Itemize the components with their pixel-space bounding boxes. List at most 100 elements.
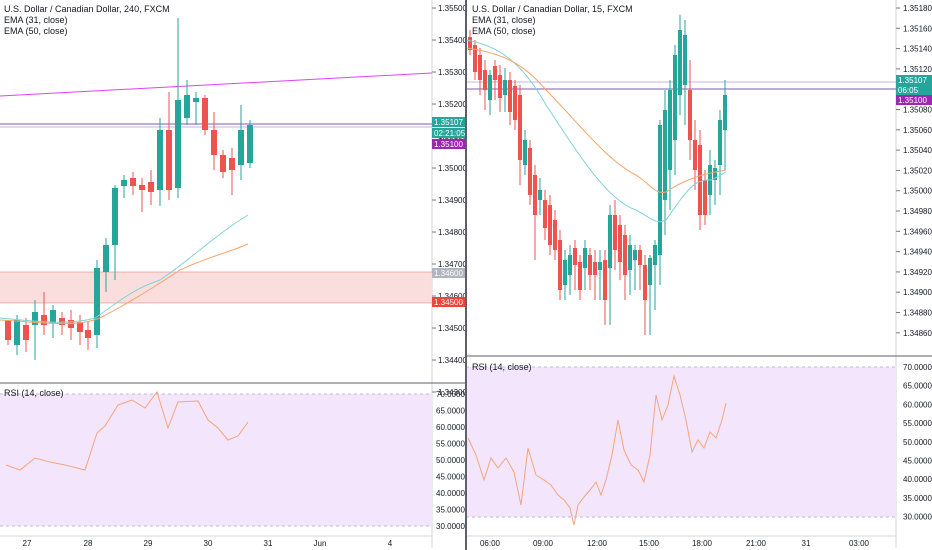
left-candle[interactable] [85,330,91,338]
right-candle[interactable] [478,55,482,80]
left-chart-canvas[interactable]: 1.35500 1.35400 1.35300 1.35200 1.35100 1.350… [0,0,466,550]
left-candle[interactable] [94,268,100,335]
right-candle[interactable] [648,258,652,285]
left-candle[interactable] [41,315,47,325]
left-symbol-title[interactable]: U.S. Dollar / Canadian Dollar, 240, FXCM [4,4,170,14]
left-candle[interactable] [157,130,163,190]
right-candle[interactable] [538,190,542,200]
left-rsi-line[interactable] [5,390,249,471]
right-candle[interactable] [643,265,647,300]
left-candle[interactable] [50,310,56,323]
right-candle[interactable] [623,235,627,275]
left-candle[interactable] [23,325,29,340]
right-candle[interactable] [493,66,497,80]
right-candle[interactable] [658,125,662,255]
right-candle[interactable] [513,86,517,120]
left-candle[interactable] [247,125,253,163]
right-candle[interactable] [688,90,692,140]
right-candle[interactable] [573,248,577,265]
right-candle[interactable] [638,250,642,265]
left-support-zone[interactable] [0,272,432,303]
right-chart-canvas[interactable]: 1.351801.351601.351401.351201.351001.350… [466,0,932,550]
right-candle[interactable] [483,70,487,90]
left-candle[interactable] [59,318,65,325]
left-candle[interactable] [77,322,83,332]
pane-divider[interactable] [465,0,467,550]
right-candle[interactable] [588,255,592,275]
right-candle[interactable] [668,90,672,170]
right-ema50-label[interactable]: EMA (50, close) [472,26,536,36]
right-ema31-line[interactable] [466,39,727,223]
left-candle[interactable] [112,188,118,245]
left-candle[interactable] [103,245,109,272]
left-candle[interactable] [32,312,38,325]
left-price-tick: 1.34600 [438,292,466,301]
left-ema50-line[interactable] [0,243,249,325]
right-candle[interactable] [583,248,587,268]
right-candle[interactable] [628,245,632,270]
left-candle[interactable] [175,100,181,188]
right-rsi-label[interactable]: RSI (14, close) [472,362,532,372]
right-candle[interactable] [723,95,727,130]
left-candle[interactable] [5,320,11,340]
right-candle[interactable] [718,120,722,165]
right-candle[interactable] [488,75,492,100]
left-ema50-label[interactable]: EMA (50, close) [4,26,68,36]
left-candle[interactable] [121,180,127,186]
right-candle[interactable] [508,80,512,112]
right-candle[interactable] [528,148,532,195]
right-candle[interactable] [533,175,537,215]
right-candle[interactable] [473,45,477,72]
left-candle[interactable] [184,95,190,118]
left-candle[interactable] [202,98,208,130]
right-candle[interactable] [613,215,617,250]
left-trendline[interactable] [0,72,433,97]
right-symbol-title[interactable]: U.S. Dollar / Canadian Dollar, 15, FXCM [472,4,633,14]
right-ema31-label[interactable]: EMA (31, close) [472,15,536,25]
right-candle[interactable] [563,260,567,285]
right-candle[interactable] [593,262,597,275]
left-candle[interactable] [14,320,20,345]
right-candle[interactable] [678,30,682,95]
right-candle[interactable] [568,255,572,275]
left-ema31-line[interactable] [0,214,249,323]
right-candle[interactable] [598,262,602,270]
right-candle[interactable] [608,215,612,268]
right-candle[interactable] [523,140,527,165]
right-candle[interactable] [663,110,667,200]
right-candle[interactable] [603,260,607,300]
right-candle[interactable] [698,145,702,215]
right-candle[interactable] [503,80,507,95]
left-candle[interactable] [166,130,172,190]
right-ema50-line[interactable] [466,47,727,194]
right-rsi-line[interactable] [467,374,727,526]
right-candle[interactable] [548,205,552,245]
right-candle[interactable] [518,95,522,160]
left-rsi-label[interactable]: RSI (14, close) [4,388,64,398]
right-candle[interactable] [553,220,557,250]
left-candle[interactable] [220,155,226,172]
left-ema31-label[interactable]: EMA (31, close) [4,15,68,25]
right-candle[interactable] [683,35,687,85]
right-candle[interactable] [673,55,677,140]
right-candle[interactable] [618,225,622,262]
left-candle[interactable] [211,130,217,155]
right-candle[interactable] [703,180,707,215]
left-candle[interactable] [238,130,244,165]
right-candle[interactable] [713,168,717,180]
right-candle[interactable] [633,250,637,260]
left-candle[interactable] [229,158,235,170]
right-candle[interactable] [653,245,657,265]
left-candle[interactable] [139,185,145,190]
left-candle[interactable] [193,98,199,102]
right-candle[interactable] [578,262,582,290]
right-candle[interactable] [693,140,697,170]
right-candle[interactable] [543,200,547,228]
right-price-tick: 1.35040 [903,146,932,155]
left-candle[interactable] [148,182,154,192]
right-candle[interactable] [558,240,562,290]
left-candle[interactable] [130,178,136,186]
right-candle[interactable] [498,75,502,98]
right-candle[interactable] [468,37,472,50]
left-candle[interactable] [68,320,74,328]
